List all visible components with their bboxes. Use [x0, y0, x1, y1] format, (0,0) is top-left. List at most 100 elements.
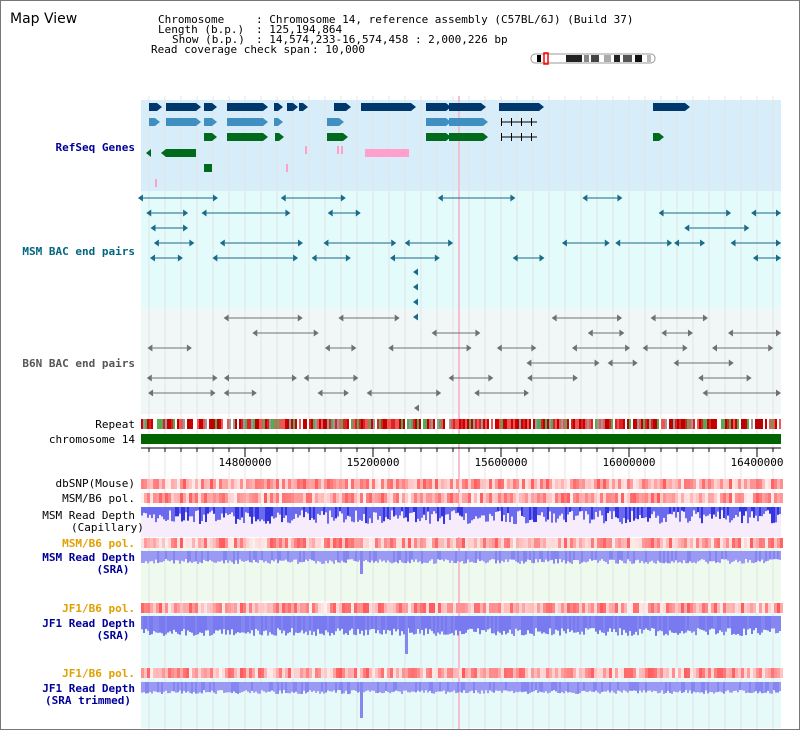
repeat-segment [559, 419, 561, 429]
jf1-trim-depth [573, 682, 575, 693]
msm-pol-cell [369, 493, 372, 503]
msm-sra-depth [543, 551, 545, 563]
msm-pol-cell [318, 493, 321, 503]
repeat-segment [199, 419, 201, 429]
msm-sra-depth [411, 551, 413, 560]
msm-sra-depth [583, 551, 585, 562]
msm-cap-depth [375, 507, 377, 513]
jf1-pol2-cell [309, 668, 312, 678]
track-label-msm-bac[interactable]: MSM BAC end pairs [22, 245, 135, 258]
jf1-pol-cell [645, 603, 648, 613]
msm-pol2-cell [528, 538, 531, 548]
dbsnp-cell [399, 479, 402, 489]
jf1-pol2-cell [225, 668, 228, 678]
msm-sra-depth [761, 551, 763, 560]
msm-sra-depth [539, 551, 541, 560]
jf1-trim-depth [773, 682, 775, 691]
jf1-pol-cell [687, 603, 690, 613]
msm-cap-depth [239, 507, 241, 520]
dbsnp-cell [573, 479, 576, 489]
msm-sra-depth [261, 551, 263, 561]
jf1-pol-cell [666, 603, 669, 613]
dbsnp-cell [708, 479, 711, 489]
repeat-segment [645, 419, 647, 429]
jf1-pol-cell [357, 603, 360, 613]
msm-pol2-cell [267, 538, 270, 548]
msm-cap-depth [219, 507, 221, 520]
msm-pol-cell [252, 493, 255, 503]
msm-sra-depth [537, 551, 539, 563]
jf1-pol2-cell [417, 668, 420, 678]
msm-pol-cell [606, 493, 609, 503]
msm-sra-depth [723, 551, 725, 560]
msm-sra-depth [179, 551, 181, 564]
msm-cap-depth [565, 507, 567, 523]
jf1-sra-depth [617, 616, 619, 636]
jf1-pol2-cell [561, 668, 564, 678]
dbsnp-cell [522, 479, 525, 489]
jf1-sra-depth [775, 616, 777, 634]
msm-cap-depth [507, 507, 509, 514]
dbsnp-cell [348, 479, 351, 489]
track-label-msm-depth-sra: MSM Read Depth [42, 551, 135, 564]
msm-pol-cell [597, 493, 600, 503]
feature-arrow [667, 239, 673, 247]
msm-cap-depth [155, 507, 157, 523]
msm-cap-depth [723, 507, 725, 519]
jf1-sra-depth [623, 616, 625, 630]
msm-cap-depth [399, 507, 401, 516]
msm-pol2-cell [570, 538, 573, 548]
jf1-sra-depth [331, 616, 333, 634]
jf1-pol-cell [597, 603, 600, 613]
msm-pol2-cell [240, 538, 243, 548]
jf1-pol2-cell [510, 668, 513, 678]
jf1-sra-depth [273, 616, 275, 636]
jf1-pol2-cell [408, 668, 411, 678]
jf1-pol2-cell [762, 668, 765, 678]
refseq-gene [327, 133, 343, 141]
msm-pol-cell [432, 493, 435, 503]
jf1-pol2-cell [744, 668, 747, 678]
msm-sra-depth [253, 551, 255, 560]
dbsnp-cell [162, 479, 165, 489]
jf1-sra-depth [539, 616, 541, 632]
refseq-gene [166, 149, 196, 157]
jf1-pol2-cell [723, 668, 726, 678]
msm-pol-cell [240, 493, 243, 503]
jf1-trim-depth [743, 682, 745, 691]
msm-cap-depth [403, 507, 405, 519]
repeat-segment [643, 419, 645, 429]
jf1-trim-depth [371, 682, 373, 691]
track-label-jf1-depth-sra: JF1 Read Depth [42, 617, 135, 630]
msm-pol2-cell [768, 538, 771, 548]
msm-pol-cell [735, 493, 738, 503]
repeat-segment [383, 419, 385, 429]
jf1-sra-depth [687, 616, 689, 631]
msm-sra-depth [295, 551, 297, 560]
refseq-gene [449, 118, 483, 126]
jf1-trim-depth [619, 682, 621, 692]
msm-cap-depth [285, 507, 287, 516]
msm-pol2-cell [321, 538, 324, 548]
dbsnp-cell [282, 479, 285, 489]
msm-cap-depth [679, 507, 681, 522]
repeat-segment [201, 419, 203, 429]
repeat-segment [341, 419, 343, 429]
dbsnp-cell [579, 479, 582, 489]
msm-pol2-cell [216, 538, 219, 548]
msm-pol2-cell [360, 538, 363, 548]
jf1-pol-cell [372, 603, 375, 613]
track-label-refseq[interactable]: RefSeq Genes [55, 141, 135, 154]
jf1-trim-depth [465, 682, 467, 694]
jf1-pol2-cell [198, 668, 201, 678]
msm-cap-depth [279, 507, 281, 515]
jf1-pol-cell [699, 603, 702, 613]
refseq-gene [227, 118, 263, 126]
jf1-sra-depth [467, 616, 469, 630]
jf1-pol-cell [444, 603, 447, 613]
feature-arrow [431, 329, 437, 337]
track-label-b6n-bac[interactable]: B6N BAC end pairs [22, 357, 135, 370]
repeat-segment [477, 419, 479, 429]
msm-pol2-cell [492, 538, 495, 548]
